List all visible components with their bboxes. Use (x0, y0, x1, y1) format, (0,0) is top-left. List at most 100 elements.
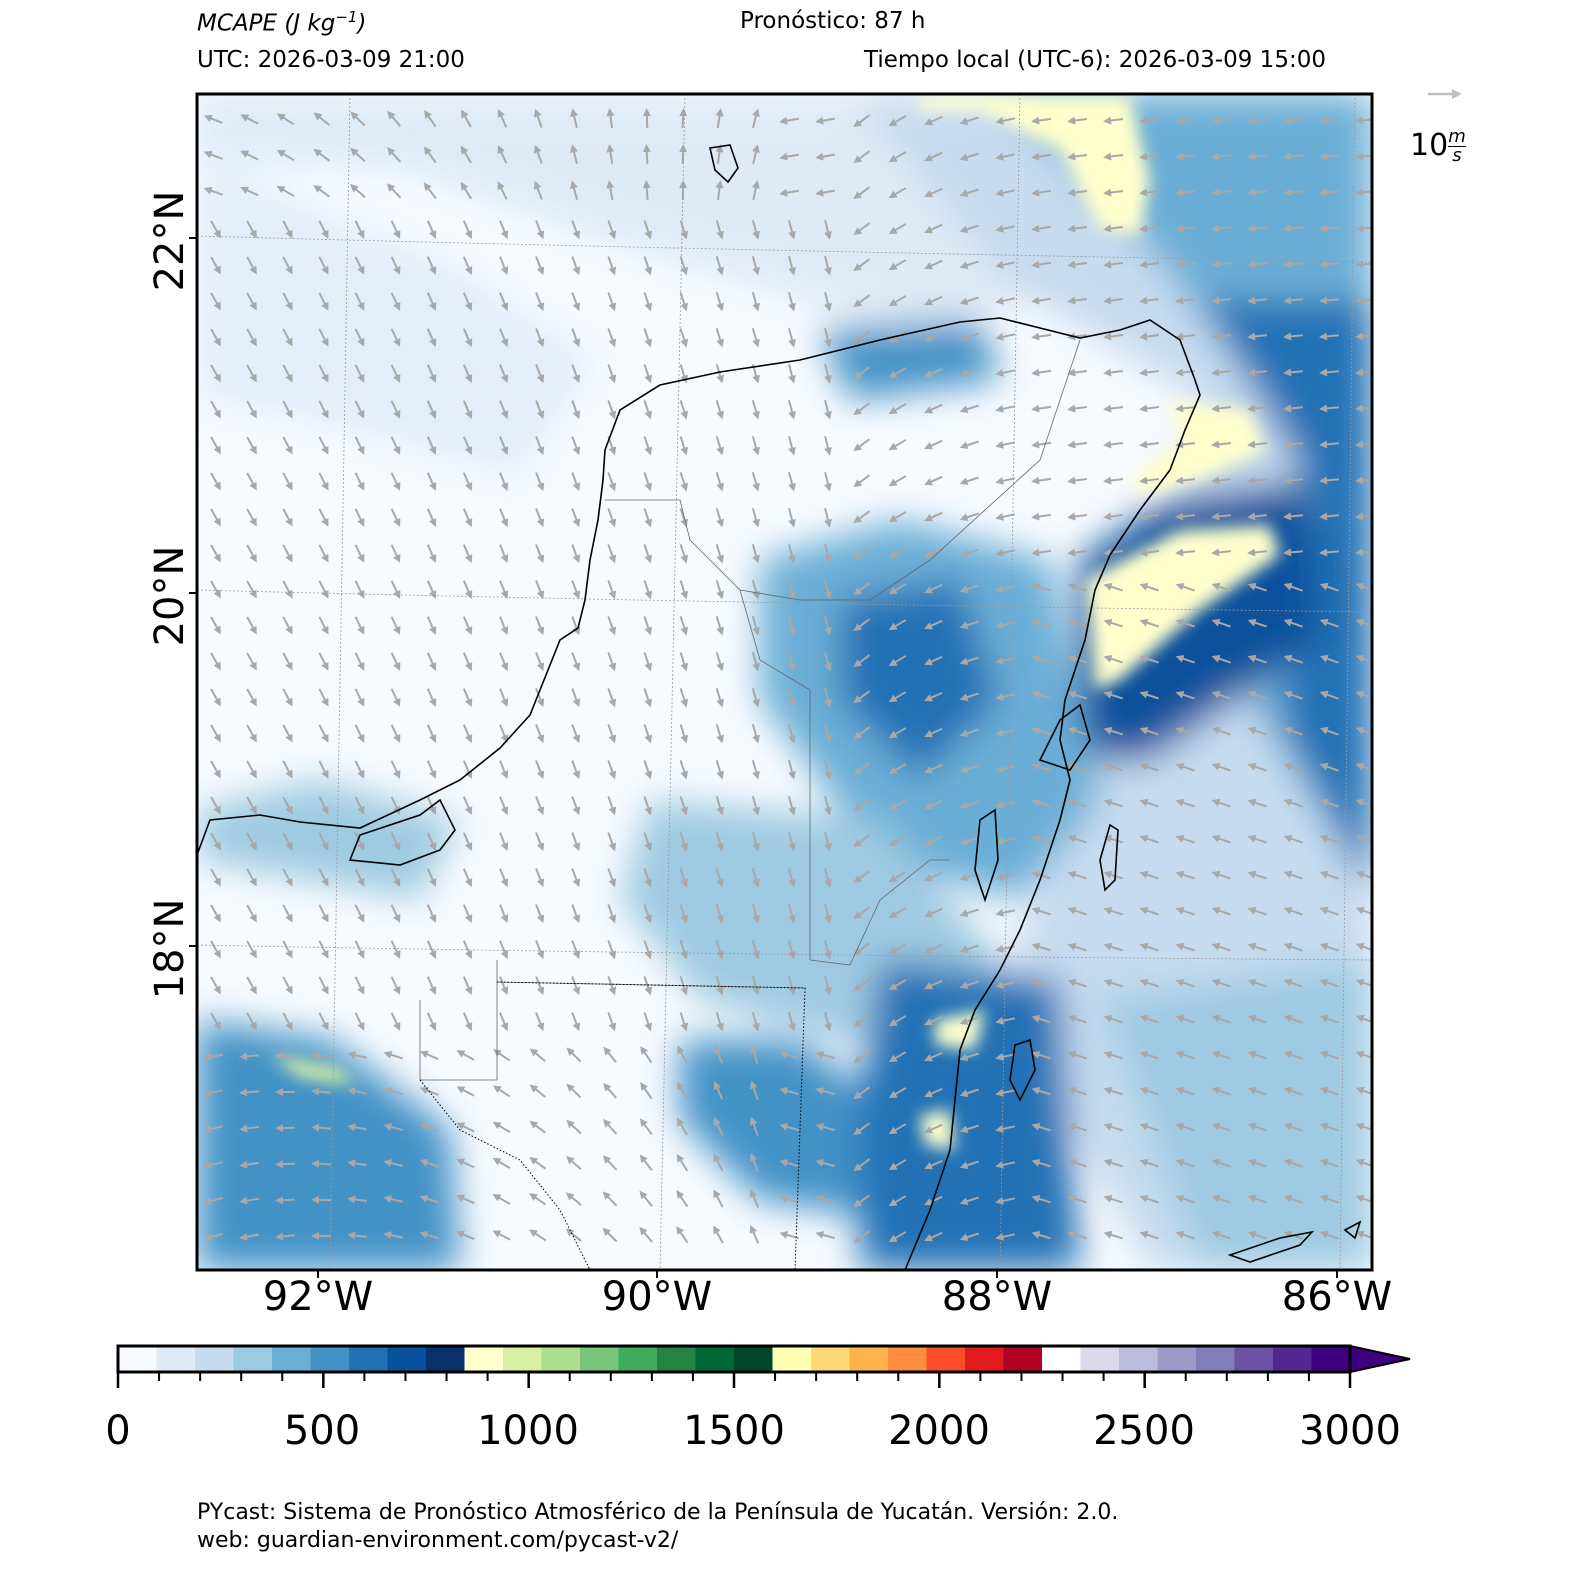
wind-arrow (1103, 152, 1124, 161)
wind-arrow (824, 615, 832, 636)
wind-arrow (787, 976, 796, 996)
wind-arrow (210, 688, 221, 707)
wind-arrow (751, 400, 760, 420)
wind-arrow (565, 1228, 582, 1242)
wind-arrow (751, 796, 760, 816)
wind-arrow (1283, 654, 1303, 664)
wind-arrow (571, 580, 581, 600)
wind-arrow (853, 294, 871, 308)
wind-arrow (1319, 368, 1340, 377)
wind-arrow (1175, 512, 1196, 521)
wind-arrow (1355, 368, 1372, 377)
wind-arrow (824, 543, 832, 564)
wind-arrow (607, 508, 617, 528)
wind-arrow (1355, 332, 1372, 341)
colorbar-segment (1311, 1346, 1351, 1372)
wind-arrow (535, 400, 545, 420)
wind-arrow (1139, 1230, 1159, 1240)
colorbar-segment (310, 1346, 350, 1372)
mcape-field (197, 94, 1372, 1270)
wind-arrow (239, 1124, 260, 1133)
wind-arrow (1283, 1014, 1303, 1024)
wind-arrow (715, 400, 724, 420)
wind-arrow (888, 1195, 907, 1207)
lat-label-22n: 22°N (147, 190, 193, 292)
wind-arrow (751, 724, 760, 744)
wind-arrow (1103, 1086, 1123, 1096)
wind-arrow (390, 580, 401, 599)
wind-arrow (824, 723, 832, 744)
wind-arrow (607, 796, 617, 816)
wind-arrow (1283, 368, 1304, 377)
colorbar-segment (1273, 1346, 1312, 1372)
wind-arrow (853, 186, 871, 200)
wind-arrow (282, 544, 293, 563)
wind-arrow (239, 1088, 260, 1097)
wind-arrow (959, 296, 979, 306)
wind-arrow (1139, 726, 1159, 736)
colorbar-segment (233, 1346, 273, 1372)
wind-arrow (1283, 690, 1303, 700)
wind-arrow (715, 580, 724, 600)
wind-arrow (311, 1123, 332, 1132)
wind-arrow (456, 1194, 475, 1205)
wind-arrow (318, 472, 329, 491)
wind-arrow (853, 330, 871, 344)
lon-label-92w: 92°W (262, 1274, 374, 1320)
wind-arrow (1175, 296, 1196, 305)
wind-arrow (995, 332, 1016, 341)
wind-arrow (888, 619, 907, 631)
wind-arrow (499, 1012, 509, 1032)
wind-arrow (282, 220, 293, 239)
wind-arrow (924, 295, 943, 306)
footer-web-link[interactable]: web: guardian-environment.com/pycast-v2/ (197, 1528, 679, 1553)
wind-arrow (1355, 1158, 1372, 1167)
wind-arrow (1139, 224, 1160, 233)
wind-arrow (318, 292, 329, 311)
wind-arrow (1103, 942, 1123, 952)
wind-arrow (529, 1156, 547, 1170)
wind-arrow (679, 760, 689, 780)
wind-arrow (924, 943, 943, 954)
wind-arrow (492, 1230, 511, 1241)
wind-vectors (203, 108, 1372, 1244)
wind-arrow (1139, 870, 1159, 880)
wind-arrow (751, 256, 760, 276)
wind-arrow (383, 1123, 403, 1132)
wind-arrow (535, 220, 545, 240)
wind-arrow (888, 151, 907, 163)
wind-arrow (1319, 260, 1340, 269)
wind-arrow (959, 152, 979, 162)
wind-arrow (853, 834, 871, 848)
wind-arrow (853, 870, 871, 884)
wind-arrow (1103, 188, 1124, 197)
wind-arrow (383, 1159, 404, 1167)
wind-arrow (1031, 116, 1052, 125)
wind-arrow (1139, 654, 1159, 664)
wind-arrow (426, 724, 437, 743)
wind-arrow (1031, 618, 1051, 628)
wind-arrow (1103, 260, 1124, 269)
wind-arrow (499, 760, 509, 780)
wind-arrow (1319, 296, 1340, 305)
wind-arrow (282, 760, 293, 779)
wind-arrow (1211, 1158, 1231, 1168)
wind-arrow (824, 975, 832, 996)
wind-arrow (390, 904, 401, 923)
wind-arrow (677, 1081, 688, 1100)
wind-arrow (1319, 188, 1340, 197)
wind-arrow (995, 908, 1016, 917)
wind-arrow (462, 544, 473, 564)
wind-arrow (959, 836, 979, 846)
wind-arrow (751, 328, 760, 348)
wind-arrow (602, 1227, 618, 1243)
wind-arrow (1211, 1014, 1231, 1024)
wind-arrow (679, 108, 688, 129)
map-frame (195, 92, 1374, 1272)
wind-arrow (203, 150, 223, 160)
wind-arrow (888, 799, 907, 811)
wind-arrow (571, 220, 581, 240)
wind-arrow (426, 940, 437, 959)
wind-arrow (1247, 1050, 1267, 1060)
wind-arrow (386, 183, 402, 199)
